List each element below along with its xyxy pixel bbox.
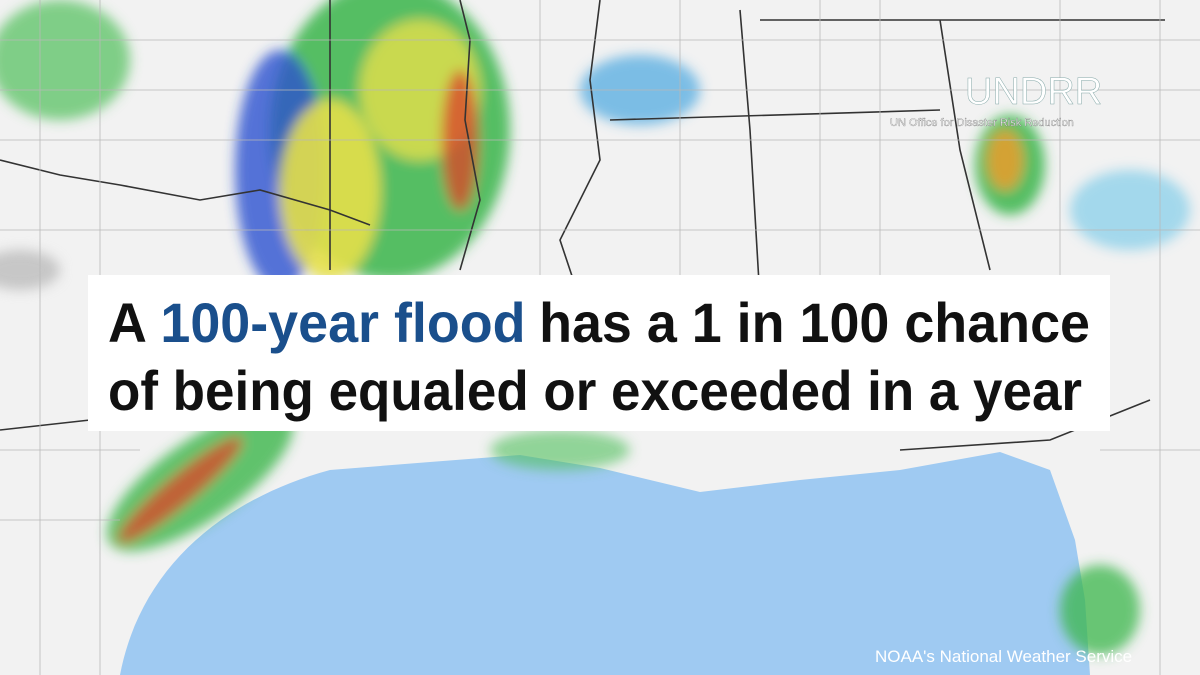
state-borders	[0, 0, 1165, 451]
logo-subtitle: UN Office for Disaster Risk Reduction	[890, 117, 1074, 129]
logo-name: UNDRR	[965, 71, 1102, 113]
gulf-water	[120, 452, 1090, 675]
image-credit: NOAA's National Weather Service	[875, 647, 1132, 666]
headline-lead: A	[108, 291, 147, 354]
headline-line1: A 100-year floodhas a 1 in 100 chance	[108, 291, 1090, 354]
headline-line2: of being equaled or exceeded in a year	[108, 359, 1082, 422]
headline-rest: has a 1 in 100 chance	[539, 291, 1090, 354]
headline-box	[88, 275, 1110, 431]
headline-highlight: 100-year flood	[160, 291, 525, 354]
